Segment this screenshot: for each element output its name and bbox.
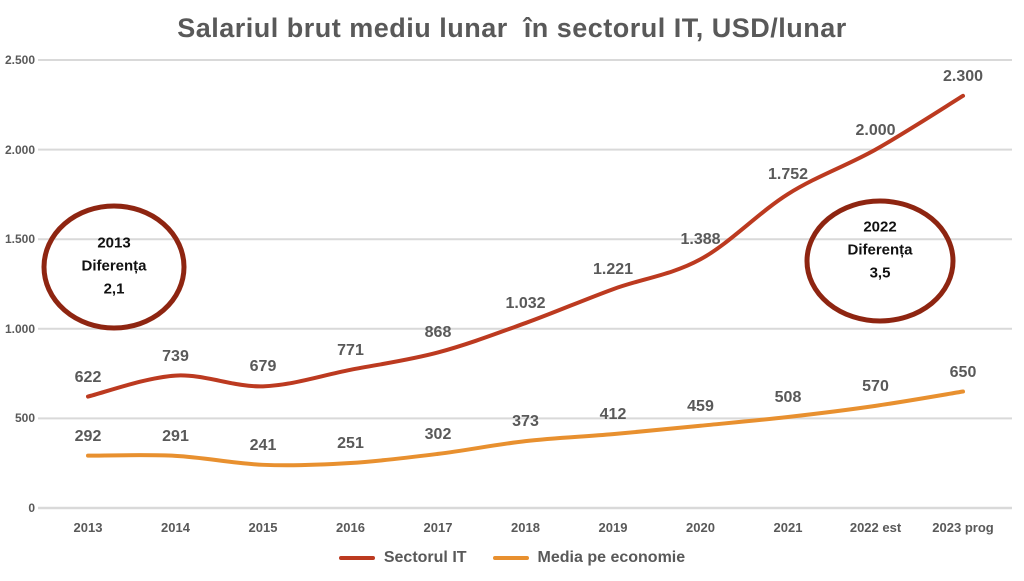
annotation-text-line: 2013 xyxy=(97,234,131,252)
data-label: 679 xyxy=(249,358,277,376)
y-tick-label: 1.000 xyxy=(4,321,35,336)
data-label: 1.388 xyxy=(680,231,721,249)
y-tick-label: 500 xyxy=(14,411,35,426)
data-label: 739 xyxy=(162,347,189,365)
legend-label: Media pe economie xyxy=(537,549,686,566)
annotation-text-line: Diferența xyxy=(847,241,913,259)
data-label: 650 xyxy=(949,363,977,381)
data-label: 1.032 xyxy=(505,295,546,313)
data-label: 291 xyxy=(162,427,189,445)
annotation-text-line: 2022 xyxy=(863,218,897,236)
data-label: 508 xyxy=(774,388,802,406)
x-axis-label: 2018 xyxy=(511,520,540,535)
y-tick-label: 1.500 xyxy=(4,232,35,247)
x-axis-label: 2021 xyxy=(773,520,803,535)
chart-title: Salariul brut mediu lunar în sectorul IT… xyxy=(177,13,847,43)
annotation-text: 2022 Diferența 3,5 xyxy=(847,216,912,285)
y-tick-label: 2.500 xyxy=(4,53,35,67)
x-axis-label: 2014 xyxy=(161,520,190,535)
series-line-sectorul-it xyxy=(86,93,965,399)
data-label: 1.752 xyxy=(767,166,809,184)
data-label: 2.300 xyxy=(942,67,984,85)
legend: Sectorul IT Media pe economie xyxy=(0,547,1024,569)
series-line-media-pe-economie xyxy=(86,389,965,468)
data-label: 622 xyxy=(74,368,102,386)
annotation-circle xyxy=(804,198,956,324)
data-label: 251 xyxy=(337,435,364,453)
legend-label: Sectorul IT xyxy=(383,549,467,566)
x-axis-label: 2015 xyxy=(248,520,278,535)
y-tick-label: 0 xyxy=(28,501,35,515)
data-label: 771 xyxy=(337,341,364,359)
data-label: 1.221 xyxy=(592,261,634,279)
data-label: 2.000 xyxy=(855,121,896,139)
data-label: 241 xyxy=(249,436,277,454)
annotation-circle xyxy=(41,203,187,331)
x-axis-label: 2022 est xyxy=(849,520,902,535)
data-label: 868 xyxy=(424,324,452,342)
annotation-text: 2013 Diferența 2,1 xyxy=(81,232,146,301)
x-axis-label: 2019 xyxy=(598,520,628,535)
annotation-text-line: 2,1 xyxy=(103,280,125,298)
x-axis-label: 2013 xyxy=(73,520,103,535)
annotation-text-line: 3,5 xyxy=(869,264,891,282)
x-axis-label: 2016 xyxy=(336,520,365,535)
data-label: 570 xyxy=(862,377,889,395)
legend-item-media-pe-economie: Media pe economie xyxy=(492,549,686,567)
legend-line-swatch xyxy=(338,556,375,560)
data-label: 292 xyxy=(74,427,102,445)
data-label: 412 xyxy=(599,406,627,424)
data-label: 373 xyxy=(512,413,539,431)
y-tick-label: 2.000 xyxy=(4,142,35,157)
data-label: 459 xyxy=(687,397,714,415)
x-axis-label: 2017 xyxy=(423,520,453,535)
annotation-text-line: Diferența xyxy=(81,257,147,275)
data-label: 302 xyxy=(424,425,452,443)
legend-line-swatch xyxy=(492,556,529,560)
legend-item-sectorul-it: Sectorul IT xyxy=(338,549,467,567)
x-axis-label: 2020 xyxy=(686,520,715,535)
x-axis-label: 2023 prog xyxy=(932,520,994,535)
